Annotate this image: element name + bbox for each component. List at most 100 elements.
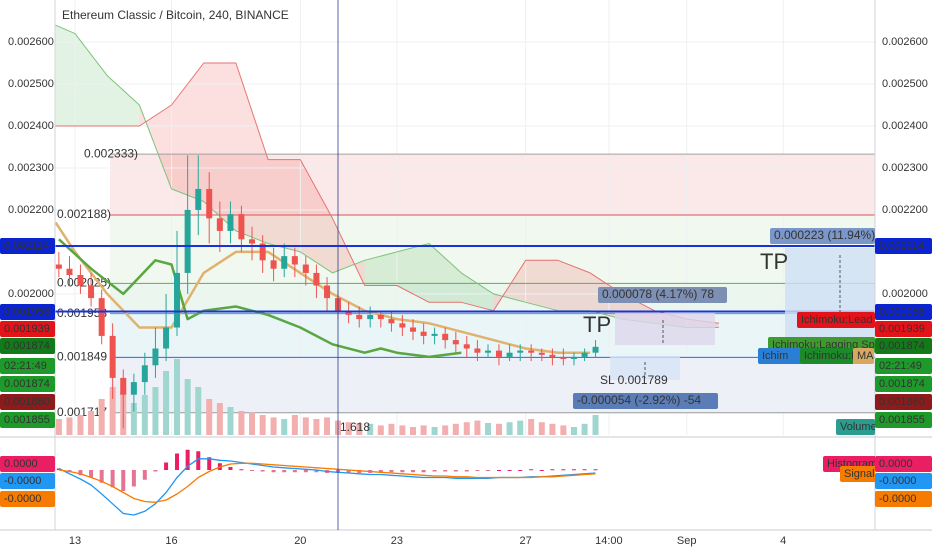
price-label-bg [875,394,932,410]
price-label: 0.001874 [879,340,925,352]
volume-bar [367,423,374,435]
volume-bar [88,411,95,435]
histogram-bar [400,470,405,473]
volume-bar [77,415,84,435]
annotation-badge-bg [758,348,802,364]
candle-body [216,218,223,231]
annotation-badge-bg [797,312,875,328]
price-label-bg [0,394,55,410]
volume-bar [549,423,556,435]
y-tick-label: 0.002000 [8,288,54,300]
price-label-bg [0,304,55,320]
annotation-badge-bg [770,228,875,244]
price-pane: 0.002333) 0.002188) 0.002025) 0.001953 0.001… [55,0,875,435]
price-label: 0.001860 [879,396,925,408]
candle-body [549,354,556,357]
signal-line [58,462,596,503]
x-tick-label: 23 [391,535,403,547]
candle-body [324,285,331,299]
candle-body [592,346,599,353]
measure-box [785,248,875,345]
cloud-fill [300,159,333,273]
candle-body [528,350,535,353]
macd-label-bg [0,491,55,507]
histogram-bar [292,470,297,473]
cloud-fill [268,159,301,252]
price-label: 0.001855 [879,414,925,426]
candle-body [163,327,170,349]
candle-body [474,348,481,353]
candle-body [560,356,567,360]
macd-label-bg [875,473,932,489]
candle-body [238,214,245,240]
histogram-bar [571,469,576,471]
volume-bar [174,359,181,435]
fib-zone [110,154,875,215]
volume-bar [420,425,427,435]
candle-body [463,344,470,349]
cloud-fill [74,33,108,126]
histogram-bar [110,470,115,488]
x-tick-label: 13 [69,535,81,547]
candle-body [98,298,105,336]
annotation-clip: Ichim [758,348,802,364]
annotation: SL 0.001789 [600,373,668,387]
annotation-badge: 0.000078 (4.17%) 78 [602,287,714,301]
volume-bar [152,387,159,435]
candle-body [399,323,406,328]
lead1-line [55,24,719,328]
volume-bar [98,399,105,435]
macd-label-bg [0,473,55,489]
volume-bar [410,427,417,435]
histogram-bar [496,470,501,471]
price-label-bg [0,358,55,374]
candle-body [109,335,116,378]
volume-bar [302,417,309,435]
macd-tag: Signal [844,468,875,480]
candle-body [517,350,524,353]
price-label-bg [875,358,932,374]
volume-bar [495,423,502,435]
histogram-bar [486,470,491,471]
price-label: 0.001874 [4,378,50,390]
y-tick-label: 0.002400 [882,120,928,132]
histogram-bar [453,470,458,472]
histogram-bar [539,470,544,471]
histogram-bar [175,453,180,470]
x-tick-label: 4 [780,535,786,547]
histogram-bar [475,470,480,471]
histogram-bar [411,470,416,473]
candle-body [420,331,427,336]
macd-label-bg [875,456,932,472]
candle-body [506,352,513,357]
candle-body [195,188,202,210]
histogram-bar [78,470,83,476]
y-tick-label: 0.002400 [8,120,54,132]
candle-body [452,340,459,345]
annotation-badge: MA [857,350,874,362]
annotation-badge: Ichimoku:Lead 2 [801,314,882,326]
histogram-bar [56,468,61,470]
annotation: TP [583,312,611,337]
volume-bar [238,411,245,435]
candle-body [130,382,137,395]
price-label-bg [0,238,55,254]
histogram-bar [250,470,255,471]
fib-label: 0.001717 [57,405,107,419]
macd-label: 0.0000 [4,458,38,470]
histogram-bar [142,470,147,480]
fib-zone [110,283,875,314]
candle-body [206,188,213,219]
histogram-bar [561,469,566,471]
fib-label: 0.002188) [57,207,111,221]
volume-bar [184,379,191,435]
annotation-badge-bg [853,348,874,364]
volume-bar [452,423,459,435]
volume-bar [538,422,545,435]
candle-body [174,272,181,328]
volume-bar [345,422,352,435]
price-label: 0.001860 [4,396,50,408]
volume-bar [313,419,320,435]
price-label-bg [875,321,932,337]
annotation-badge-bg [573,393,718,409]
